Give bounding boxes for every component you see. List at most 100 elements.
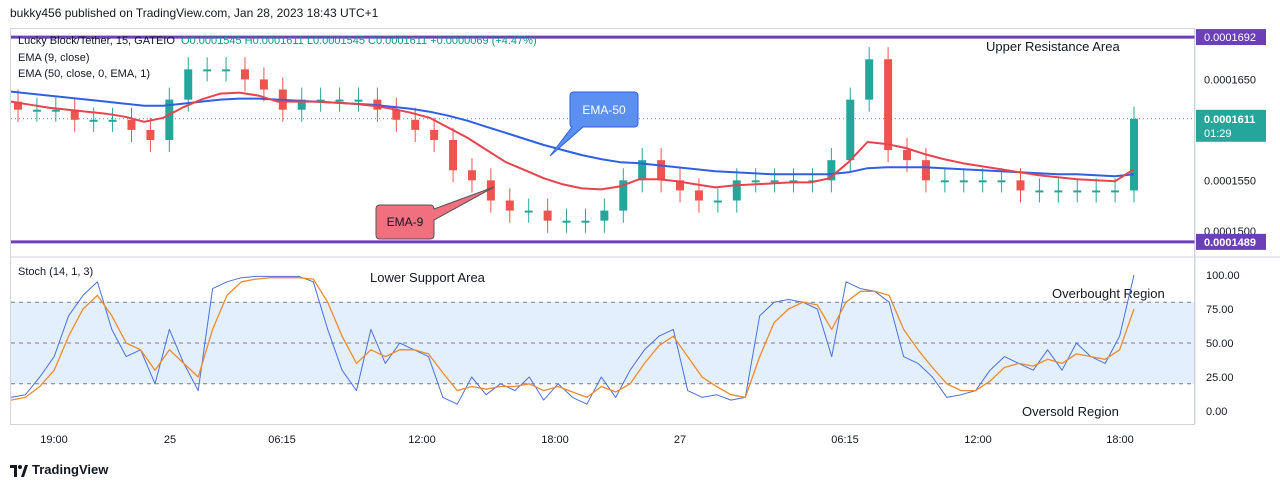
candle — [1035, 190, 1044, 193]
time-tick-label: 27 — [674, 434, 686, 446]
candle — [827, 160, 836, 181]
candle — [392, 109, 401, 120]
ema9-callout — [375, 186, 495, 240]
candle — [959, 180, 968, 183]
candle — [203, 69, 212, 72]
candle — [789, 180, 798, 183]
lower-level-tag — [1196, 233, 1266, 250]
ema9-line — [10, 91, 1135, 191]
time-tick-label: 19:00 — [40, 434, 68, 446]
candle — [713, 200, 722, 203]
candle — [997, 180, 1006, 183]
countdown: 01:29 — [1204, 128, 1232, 140]
stoch-tick-label: 0.00 — [1206, 406, 1227, 418]
candle — [108, 119, 117, 122]
candle — [581, 220, 590, 223]
legend-ema9: EMA (9, close) — [18, 52, 90, 64]
candle — [600, 210, 609, 221]
time-tick-label: 06:15 — [268, 434, 296, 446]
price-tick-label: 0.0001550 — [1204, 175, 1256, 187]
candle — [921, 160, 930, 181]
candle — [505, 200, 514, 211]
last-price-value: 0.0001611 — [1204, 114, 1255, 126]
time-tick-label: 18:00 — [541, 434, 569, 446]
candle — [562, 220, 571, 223]
upper-level-value: 0.0001692 — [1204, 32, 1256, 44]
footer-brand: TradingView — [32, 462, 109, 477]
stoch-k-line — [10, 274, 1135, 405]
stoch-pane — [10, 274, 1194, 405]
candle — [89, 119, 98, 122]
candle — [1130, 118, 1138, 191]
tradingview-footer[interactable]: TradingView — [10, 462, 108, 477]
candle — [676, 180, 685, 191]
candle — [543, 210, 552, 221]
candle — [903, 150, 912, 161]
time-tick-label: 18:00 — [1106, 434, 1134, 446]
candle — [335, 99, 344, 102]
candle — [1092, 190, 1101, 193]
last-price-tag — [1196, 109, 1266, 142]
ema50-callout — [549, 91, 639, 157]
candle — [430, 129, 439, 140]
ema50-callout-label: EMA-50 — [582, 103, 626, 117]
candle — [127, 119, 136, 130]
candle — [14, 101, 22, 110]
candle — [70, 109, 79, 120]
legend-symbol: Lucky Block/Tether, 15, GATEIO — [18, 35, 175, 47]
stoch-tick-label: 50.00 — [1206, 338, 1234, 350]
legend-ohlc: O0.0001545 H0.0001611 L0.0001545 C0.0001… — [181, 35, 537, 47]
candle — [449, 139, 458, 171]
candle — [222, 69, 231, 72]
time-tick-label: 12:00 — [408, 434, 436, 446]
candle — [1054, 190, 1063, 193]
price-tick-label: 0.0001650 — [1204, 74, 1256, 86]
candle — [51, 109, 60, 112]
time-tick-label: 06:15 — [831, 434, 859, 446]
stoch-axis: 100.00 75.00 50.00 25.00 0.00 — [1206, 270, 1240, 418]
lower-level-value: 0.0001489 — [1204, 237, 1256, 249]
legend-stoch: Stoch (14, 1, 3) — [18, 266, 94, 278]
candle — [486, 180, 495, 201]
candle — [316, 99, 325, 102]
candle — [165, 99, 174, 140]
candle — [638, 160, 647, 181]
stoch-tick-label: 100.00 — [1206, 270, 1240, 282]
candle — [1016, 180, 1025, 191]
legend-ema50: EMA (50, close, 0, EMA, 1) — [18, 68, 151, 80]
candle — [978, 180, 987, 183]
price-pane: EMA-50 EMA-9 Upper Resistance Area Lower Su… — [10, 35, 1280, 419]
candle — [297, 99, 306, 110]
candle — [732, 180, 741, 201]
time-tick-label: 25 — [164, 434, 176, 446]
oversold-label: Oversold Region — [1022, 404, 1119, 419]
lower-support-label: Lower Support Area — [370, 270, 486, 285]
candle — [940, 180, 949, 183]
candle — [1111, 190, 1120, 193]
candle — [240, 69, 249, 80]
stoch-tick-label: 75.00 — [1206, 304, 1234, 316]
stoch-tick-label: 25.00 — [1206, 372, 1234, 384]
tradingview-logo-icon — [10, 464, 28, 477]
candle — [259, 79, 268, 90]
time-axis: 19:00 25 06:15 12:00 18:00 27 06:15 12:00 18:00 — [40, 434, 1134, 446]
candle — [865, 59, 874, 100]
publisher-info: bukky456 published on TradingView.com, J… — [10, 6, 379, 20]
candle — [694, 190, 703, 201]
stoch-d-line — [10, 277, 1135, 401]
candle — [619, 180, 628, 211]
candle — [884, 59, 893, 151]
candle — [354, 99, 363, 102]
candle — [32, 109, 41, 112]
time-tick-label: 12:00 — [964, 434, 992, 446]
upper-resistance-label: Upper Resistance Area — [986, 39, 1120, 54]
price-axis: USDT0.00016500.00015500.00015000.0001692… — [1194, 28, 1266, 424]
ema9-callout-label: EMA-9 — [387, 215, 424, 229]
candle — [1073, 190, 1082, 193]
candle — [411, 119, 420, 130]
candle — [657, 160, 666, 181]
legend-symbol-line: Lucky Block/Tether, 15, GATEIO O0.000154… — [18, 35, 537, 47]
candle — [467, 170, 476, 181]
upper-level-tag — [1196, 29, 1266, 46]
